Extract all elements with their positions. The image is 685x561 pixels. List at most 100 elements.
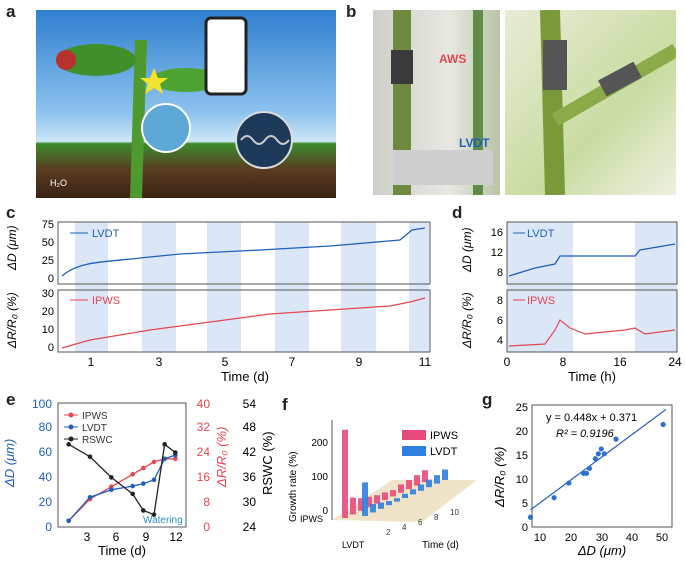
bar-f-lvdt [426,479,432,488]
f-ytick-2: 200 [311,438,328,449]
panel-label-e: e [6,390,16,409]
legend-ipws-c: IPWS [92,295,120,307]
g-ytick-5: 25 [516,402,528,414]
point-e-ipws [130,472,135,477]
g-ytick-0: 0 [522,522,528,534]
f-floor [332,480,477,522]
legend-lvdt-c: LVDT [92,228,120,240]
bar-f-lvdt [402,493,408,498]
bar-f-ipws [342,429,348,518]
ytick-e-mid-2: 16 [197,470,211,484]
chart-g: y = 0.448x + 0.371 R² = 0.9196 ΔR/R₀ (%)… [492,402,673,558]
g-xtick-3: 40 [626,532,638,544]
xtick-e-2: 9 [143,530,150,544]
point-g [566,480,572,486]
ytick-d-bot-2: 8 [497,295,503,307]
point-e-rswc [87,454,93,460]
ytick-c-top-2: 50 [42,237,54,249]
watering-annotation: Watering [143,515,183,526]
ytick-e-right-4: 48 [243,420,257,434]
point-e-ipws [141,465,146,471]
panel-label-c: c [6,203,16,222]
ylabel-right-e: RSWC (%) [260,431,275,495]
point-e-lvdt [109,487,114,493]
lvdt-line-c [61,227,426,277]
chart-c-bottom-frame [57,289,431,353]
ytick-c-top-1: 25 [42,255,54,267]
point-e-lvdt [87,494,93,500]
f-xtick-0: 2 [386,528,391,537]
bar-f-lvdt [410,489,416,495]
ytick-c-top-3: 75 [42,219,54,231]
bar-f-ipws [358,498,364,511]
plant-illustration: H₂O [36,10,336,198]
g-ytick-3: 15 [516,450,528,462]
ytick-e-left-3: 60 [39,445,53,459]
point-g [595,451,601,457]
ytick-e-mid-4: 32 [197,420,211,434]
point-e-rswc [151,512,157,517]
ytick-e-left-0: 0 [45,520,52,534]
point-e-rswc [66,442,71,447]
bar-f-lvdt [434,475,440,484]
point-e-lvdt [151,477,157,483]
point-e-rswc [162,442,167,447]
legend-ipws-d: IPWS [527,295,555,307]
bar-f-lvdt [394,498,400,502]
f-xlabel: Time (d) [422,540,459,551]
photo-sensor-closeup [505,10,676,195]
bar-f-ipws [406,479,412,490]
ytick-e-left-1: 20 [39,495,53,509]
bar-f-ipws [382,492,388,500]
xtick-c-2: 5 [222,355,229,369]
ytick-c-bot-3: 30 [42,288,54,300]
aws-label: AWS [439,52,467,66]
ytick-e-left-2: 40 [39,470,53,484]
g-ytick-1: 5 [522,498,528,510]
point-e-ipws [151,459,157,465]
bar-f-ipws [366,496,372,508]
f-xtick-2: 6 [418,518,423,527]
xtick-c-1: 3 [156,355,163,369]
ytick-c-bot-0: 0 [48,342,54,354]
point-g [583,470,590,476]
xtick-c-3: 7 [289,355,296,369]
photo-aws-lvdt: AWS LVDT [373,10,500,195]
line-e-lvdt [68,454,176,522]
xtick-e-1: 6 [113,530,120,544]
xtick-d-0: 0 [504,355,511,369]
point-e-ipws [173,456,178,462]
g-xtick-1: 20 [565,532,577,544]
ytick-c-top-0: 0 [48,273,54,285]
chart-c-top-frame [57,221,431,285]
xtick-e-0: 3 [84,530,91,544]
ytick-c-bot-2: 20 [42,306,54,318]
g-xtick-0: 10 [534,532,546,544]
g-xlabel: ΔD (μm) [577,543,626,558]
water-label: H₂O [50,178,67,188]
lvdt-label: LVDT [459,136,490,150]
ytick-e-mid-3: 24 [197,445,211,459]
point-e-rswc [130,491,135,497]
ytick-d-bot-0: 4 [497,335,503,347]
panel-label-g: g [482,390,493,409]
bar-f-ipws [374,495,380,504]
ytick-e-right-1: 30 [243,495,257,509]
ylabel-top-c: ΔD (μm) [5,225,19,271]
ipws-line-c [61,297,426,349]
ylabel-left-e: ΔD (μm) [2,439,17,488]
bar-f-ipws [414,475,420,486]
shading-c [75,222,429,352]
chart-f: Growth rate (%) 0 100 200 IPWS LVDT 2 4 … [288,420,477,551]
point-g [613,436,619,442]
ytick-e-right-0: 24 [243,520,257,534]
xlabel-c: Time (d) [221,369,269,384]
point-g [598,446,604,452]
legend-lvdt-e: LVDT [82,423,107,434]
point-e-lvdt [162,456,167,462]
ytick-e-mid-1: 8 [203,495,210,509]
xtick-d-2: 16 [613,355,627,369]
legend-ipws-e: IPWS [82,411,108,422]
xtick-c-4: 9 [356,355,363,369]
point-g [527,514,534,520]
